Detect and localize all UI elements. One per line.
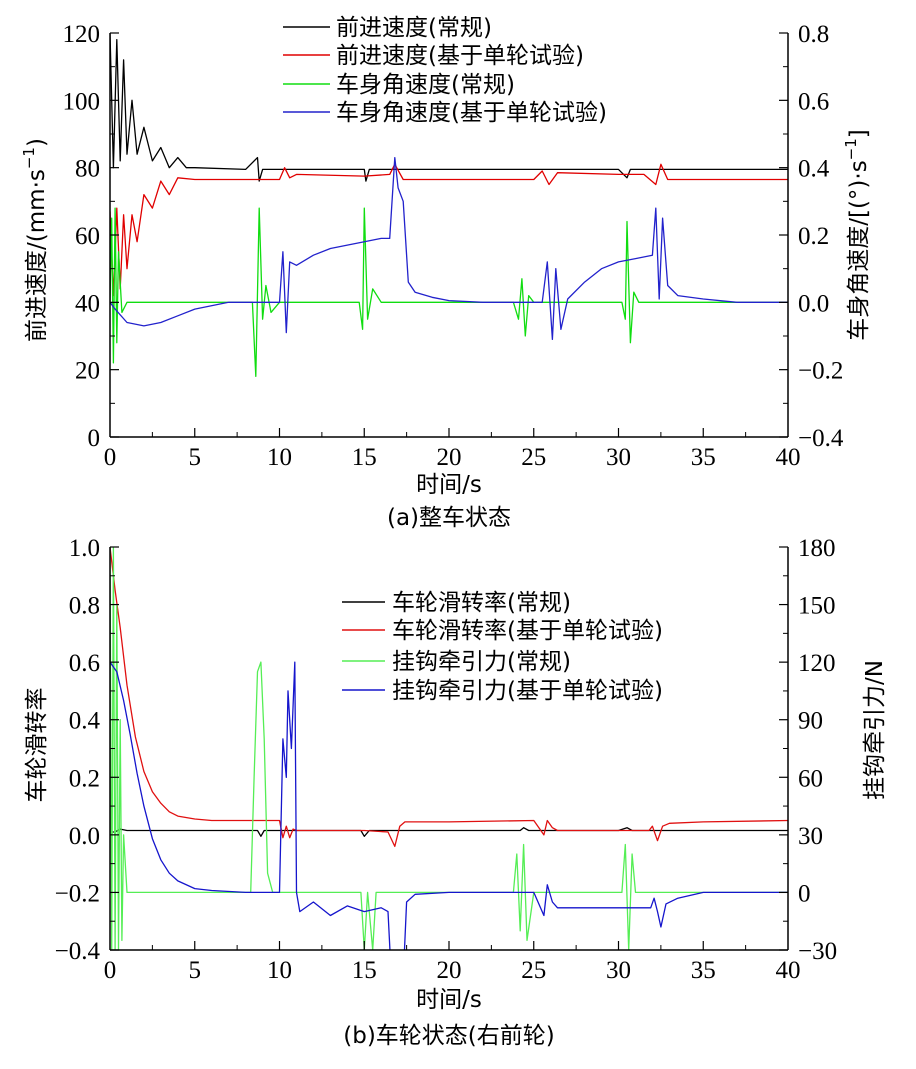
chart-a-y-tick-label: 20 <box>75 358 100 385</box>
chart-b-y-tick-label: 0.2 <box>69 765 100 792</box>
chart-a-series-3 <box>110 156 788 341</box>
chart-b-y-axis-title: 车轮滑转率 <box>24 688 50 803</box>
chart-a-series-0 <box>110 33 788 182</box>
chart-a-y2-tick-label: 0.2 <box>798 223 829 250</box>
chart-a-x-tick-label: 40 <box>776 444 801 471</box>
chart-a-y2-axis-title: 车身角速度/[(°)·s−1] <box>842 129 872 341</box>
chart-a-y2-axis-title-main: 车身角速度/[(°)·s <box>846 160 872 340</box>
chart-b: 0 5 10 15 20 25 30 35 40 −0.4 −0.2 0.0 0.2 0.4 0.6 0.8… <box>24 535 888 1049</box>
chart-a-x-tick-label: 35 <box>691 444 716 471</box>
chart-a-caption: (a)整车状态 <box>387 505 511 531</box>
chart-b-y-tick-label: −0.2 <box>55 880 100 907</box>
chart-a-series-1 <box>110 163 788 297</box>
chart-a-y-axis-title-end: ) <box>24 138 50 147</box>
chart-a-y-tick-label: 100 <box>63 88 101 115</box>
chart-a-y2-tick-labels: −0.4 −0.2 0.0 0.2 0.4 0.6 0.8 <box>798 21 844 452</box>
chart-a-y2-tick-label: 0.4 <box>798 156 830 183</box>
chart-b-y2-tick-label: 30 <box>798 823 823 850</box>
chart-a-legend: 前进速度(常规) 前进速度(基于单轮试验) 车身角速度(常规) 车身角速度(基于… <box>283 15 607 126</box>
chart-b-y2-axis-title: 挂钩牵引力/N <box>862 660 888 800</box>
chart-b-y-tick-label: 0.8 <box>69 593 100 620</box>
chart-b-x-tick-label: 10 <box>267 957 292 984</box>
chart-b-series-3 <box>110 661 788 950</box>
chart-a-x-tick-label: 25 <box>521 444 546 471</box>
chart-a-x-tick-label: 20 <box>437 444 462 471</box>
chart-b-y2-tick-label: −30 <box>798 938 837 965</box>
chart-a-x-tick-labels: 0 5 10 15 20 25 30 35 40 <box>104 444 801 471</box>
chart-a-axes <box>109 32 789 438</box>
chart-b-x-tick-label: 5 <box>189 957 202 984</box>
chart-a-y2-tick-label: −0.4 <box>798 425 844 452</box>
chart-b-y-tick-label: 1.0 <box>69 535 100 562</box>
chart-a-y2-tick-label: 0.6 <box>798 88 829 115</box>
chart-a-plot-area <box>110 33 788 378</box>
chart-b-legend-label-2: 挂钩牵引力(常规) <box>392 649 571 675</box>
chart-a-y2-axis-title-sup: −1 <box>842 138 860 160</box>
chart-a-y-tick-labels: 0 20 40 60 80 100 120 <box>63 21 101 452</box>
chart-a-y2-tick-label: 0.8 <box>798 21 829 48</box>
chart-b-series-2 <box>110 547 788 950</box>
chart-a-y-tick-label: 120 <box>63 21 101 48</box>
chart-a-y-axis-title-main: 前进速度/(mm·s <box>24 169 50 342</box>
chart-a-y2-tick-label: −0.2 <box>798 358 843 385</box>
chart-a-x-tick-label: 0 <box>104 444 117 471</box>
chart-a-x-tick-label: 10 <box>267 444 292 471</box>
chart-b-y2-tick-labels: −30 0 30 60 90 120 150 180 <box>798 535 837 965</box>
chart-b-y2-tick-label: 60 <box>798 765 823 792</box>
chart-b-y2-tick-label: 180 <box>798 535 836 562</box>
chart-b-axes <box>109 546 789 951</box>
chart-a-y-tick-label: 60 <box>75 223 100 250</box>
chart-a-x-tick-label: 15 <box>352 444 377 471</box>
chart-a-y-axis-title-sup: −1 <box>20 147 38 169</box>
chart-a-legend-label-3: 车身角速度(基于单轮试验) <box>336 100 607 126</box>
chart-a-y2-tick-label: 0.0 <box>798 290 829 317</box>
chart-b-plot-area <box>110 547 788 950</box>
chart-a-y-tick-label: 80 <box>75 156 100 183</box>
chart-b-y-tick-label: −0.4 <box>55 938 101 965</box>
chart-b-y-tick-label: 0.6 <box>69 650 100 677</box>
chart-b-x-tick-label: 30 <box>606 957 631 984</box>
chart-b-x-tick-label: 35 <box>691 957 716 984</box>
chart-b-y2-tick-label: 90 <box>798 708 823 735</box>
chart-b-y2-tick-label: 120 <box>798 650 836 677</box>
chart-a-x-axis-title: 时间/s <box>416 472 482 498</box>
chart-b-x-axis-title: 时间/s <box>416 987 482 1013</box>
chart-b-x-tick-label: 20 <box>437 957 462 984</box>
chart-a-y2-axis-title-end: ] <box>846 129 872 138</box>
chart-a-series-2 <box>110 207 788 378</box>
chart-b-y2-tick-label: 150 <box>798 593 836 620</box>
chart-b-legend-label-0: 车轮滑转率(常规) <box>392 590 571 616</box>
chart-a-x-tick-label: 5 <box>189 444 202 471</box>
chart-a-y-axis-title: 前进速度/(mm·s−1) <box>20 138 50 342</box>
chart-a-x-tick-label: 30 <box>606 444 631 471</box>
chart-b-y-tick-labels: −0.4 −0.2 0.0 0.2 0.4 0.6 0.8 1.0 <box>55 535 101 965</box>
chart-a-y-tick-label: 0 <box>88 425 101 452</box>
chart-b-y-tick-label: 0.0 <box>69 823 100 850</box>
chart-a-legend-label-2: 车身角速度(常规) <box>336 72 515 98</box>
chart-b-y2-tick-label: 0 <box>798 880 811 907</box>
chart-b-x-tick-label: 25 <box>521 957 546 984</box>
chart-b-x-tick-label: 0 <box>104 957 117 984</box>
chart-a-legend-label-1: 前进速度(基于单轮试验) <box>336 43 584 69</box>
chart-a-y-tick-label: 40 <box>75 290 100 317</box>
chart-b-legend: 车轮滑转率(常规) 车轮滑转率(基于单轮试验) 挂钩牵引力(常规) 挂钩牵引力(… <box>342 590 663 704</box>
chart-b-caption: (b)车轮状态(右前轮) <box>343 1023 555 1049</box>
chart-b-legend-label-3: 挂钩牵引力(基于单轮试验) <box>392 678 663 704</box>
chart-a-legend-label-0: 前进速度(常规) <box>336 15 492 41</box>
chart-b-x-tick-label: 15 <box>352 957 377 984</box>
chart-b-series-0 <box>110 827 788 837</box>
chart-b-legend-label-1: 车轮滑转率(基于单轮试验) <box>392 618 663 644</box>
chart-b-series-1 <box>110 547 788 848</box>
chart-b-x-tick-labels: 0 5 10 15 20 25 30 35 40 <box>104 957 801 984</box>
chart-b-y-tick-label: 0.4 <box>69 708 101 735</box>
chart-b-x-tick-label: 40 <box>776 957 801 984</box>
